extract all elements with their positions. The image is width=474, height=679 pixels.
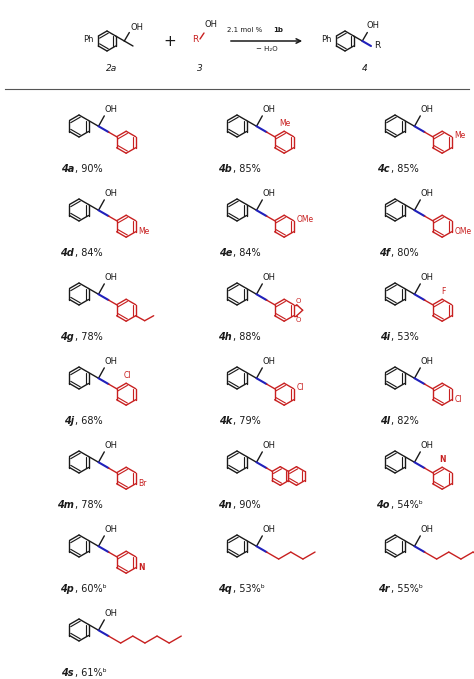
Text: OH: OH (104, 357, 117, 366)
Text: OH: OH (420, 273, 433, 282)
Text: 1b: 1b (273, 27, 283, 33)
Text: − H₂O: − H₂O (255, 46, 277, 52)
Text: OH: OH (262, 189, 275, 198)
Text: Cl: Cl (123, 371, 131, 380)
Text: F: F (441, 287, 446, 296)
Text: , 90%: , 90% (233, 500, 261, 510)
Text: , 60%ᵇ: , 60%ᵇ (75, 584, 107, 594)
Text: O: O (296, 297, 301, 304)
Text: OH: OH (366, 22, 379, 31)
Text: OH: OH (420, 189, 433, 198)
Text: , 80%: , 80% (391, 248, 419, 258)
Text: , 88%: , 88% (233, 332, 261, 342)
Text: Me: Me (139, 227, 150, 236)
Text: Ph: Ph (83, 35, 94, 43)
Text: 4b: 4b (218, 164, 232, 174)
Text: OH: OH (420, 357, 433, 366)
Text: , 53%ᵇ: , 53%ᵇ (233, 584, 265, 594)
Text: OMe: OMe (297, 215, 314, 224)
Text: OH: OH (262, 273, 275, 282)
Text: , 84%: , 84% (233, 248, 261, 258)
Text: N: N (139, 563, 145, 572)
Text: Me: Me (455, 131, 466, 141)
Text: R: R (374, 41, 380, 50)
Text: 2.1 mol %: 2.1 mol % (227, 27, 264, 33)
Text: OH: OH (104, 273, 117, 282)
Text: Ph: Ph (321, 35, 332, 43)
Text: OMe: OMe (455, 227, 472, 236)
Text: OH: OH (262, 105, 275, 114)
Text: Cl: Cl (455, 395, 462, 404)
Text: 4n: 4n (218, 500, 232, 510)
Text: +: + (164, 33, 176, 48)
Text: 4s: 4s (62, 668, 74, 678)
Text: , 54%ᵇ: , 54%ᵇ (391, 500, 423, 510)
Text: Br: Br (139, 479, 147, 488)
Text: Cl: Cl (297, 383, 304, 392)
Text: 4q: 4q (218, 584, 232, 594)
Text: OH: OH (104, 609, 117, 618)
Text: , 90%: , 90% (75, 164, 103, 174)
Text: , 61%ᵇ: , 61%ᵇ (75, 668, 107, 678)
Text: O: O (296, 316, 301, 323)
Text: OH: OH (205, 20, 218, 29)
Text: N: N (439, 455, 446, 464)
Text: , 55%ᵇ: , 55%ᵇ (391, 584, 423, 594)
Text: , 85%: , 85% (391, 164, 419, 174)
Text: OH: OH (262, 441, 275, 450)
Text: Me: Me (280, 120, 291, 128)
Text: OH: OH (104, 441, 117, 450)
Text: OH: OH (420, 525, 433, 534)
Text: 4j: 4j (64, 416, 74, 426)
Text: , 84%: , 84% (75, 248, 103, 258)
Text: OH: OH (420, 105, 433, 114)
Text: 4a: 4a (61, 164, 74, 174)
Text: 4c: 4c (377, 164, 390, 174)
Text: , 85%: , 85% (233, 164, 261, 174)
Text: OH: OH (104, 105, 117, 114)
Text: , 53%: , 53% (391, 332, 419, 342)
Text: , 79%: , 79% (233, 416, 261, 426)
Text: OH: OH (104, 189, 117, 198)
Text: 4l: 4l (380, 416, 390, 426)
Text: 4d: 4d (60, 248, 74, 258)
Text: R: R (192, 35, 198, 43)
Text: OH: OH (104, 525, 117, 534)
Text: 4: 4 (362, 64, 368, 73)
Text: , 78%: , 78% (75, 500, 103, 510)
Text: 4g: 4g (60, 332, 74, 342)
Text: 4k: 4k (219, 416, 232, 426)
Text: , 68%: , 68% (75, 416, 103, 426)
Text: 4o: 4o (376, 500, 390, 510)
Text: OH: OH (420, 441, 433, 450)
Text: 2a: 2a (106, 64, 118, 73)
Text: 4m: 4m (57, 500, 74, 510)
Text: 4e: 4e (219, 248, 232, 258)
Text: 4i: 4i (380, 332, 390, 342)
Text: 4r: 4r (379, 584, 390, 594)
Text: OH: OH (262, 357, 275, 366)
Text: 3: 3 (197, 64, 203, 73)
Text: 4f: 4f (379, 248, 390, 258)
Text: 4p: 4p (60, 584, 74, 594)
Text: OH: OH (130, 22, 143, 31)
Text: 4h: 4h (218, 332, 232, 342)
Text: , 78%: , 78% (75, 332, 103, 342)
Text: OH: OH (262, 525, 275, 534)
Text: , 82%: , 82% (391, 416, 419, 426)
